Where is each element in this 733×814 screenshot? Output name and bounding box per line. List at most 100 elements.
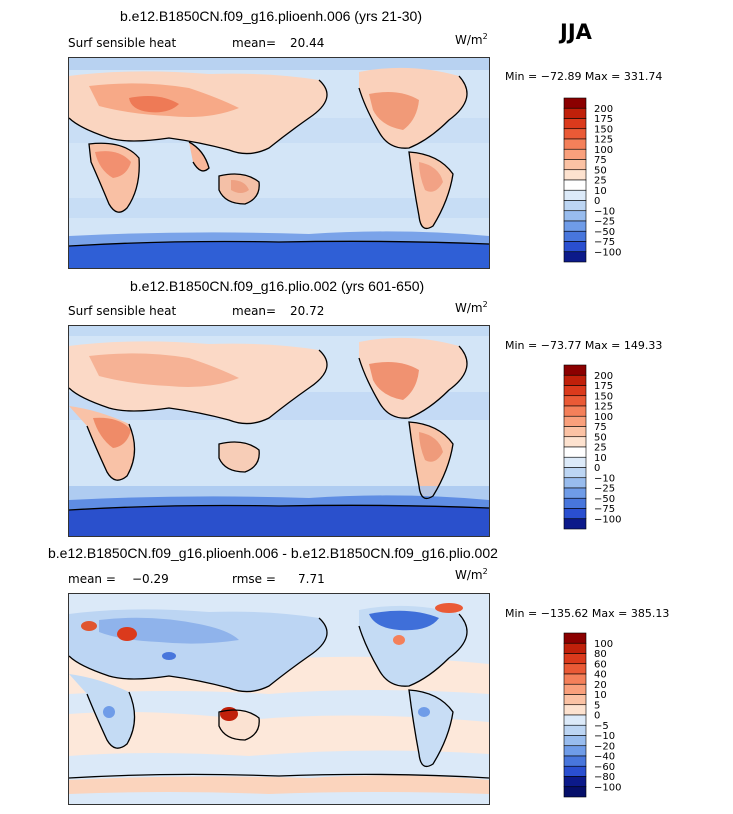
colorbar-swatch bbox=[563, 487, 587, 499]
colorbar-swatch bbox=[563, 518, 587, 530]
colorbar-swatch bbox=[563, 179, 587, 191]
colorbar-tick-label: 10 bbox=[594, 186, 607, 197]
colorbar-tick-label: −60 bbox=[594, 762, 615, 773]
colorbar-swatch bbox=[563, 436, 587, 448]
colorbar-tick-label: 10 bbox=[594, 690, 607, 701]
colorbar-swatch bbox=[563, 632, 587, 644]
colorbar-tick-label: 5 bbox=[594, 700, 600, 711]
panel1-map-field bbox=[69, 58, 489, 268]
panel1-minmax: Min = −72.89 Max = 331.74 bbox=[505, 70, 663, 83]
colorbar-swatch bbox=[563, 200, 587, 212]
colorbar-swatch bbox=[563, 673, 587, 685]
colorbar-tick-label: 150 bbox=[594, 391, 613, 402]
colorbar-tick-label: 80 bbox=[594, 649, 607, 660]
colorbar-tick-label: 20 bbox=[594, 680, 607, 691]
colorbar-swatch bbox=[563, 497, 587, 509]
colorbar-swatch bbox=[563, 405, 587, 417]
colorbar-swatch bbox=[563, 107, 587, 119]
colorbar-swatch bbox=[563, 456, 587, 468]
colorbar-tick-label: 0 bbox=[594, 463, 600, 474]
colorbar-swatch bbox=[563, 169, 587, 181]
colorbar-swatch bbox=[563, 148, 587, 160]
panel3-mean-label: mean = bbox=[68, 572, 116, 586]
colorbar-tick-label: −75 bbox=[594, 237, 615, 248]
colorbar-swatch bbox=[563, 446, 587, 458]
panel3-minmax: Min = −135.62 Max = 385.13 bbox=[505, 607, 670, 620]
colorbar-swatch bbox=[563, 765, 587, 777]
panel3-rmse-label: rmse = bbox=[232, 572, 276, 586]
colorbar-swatch bbox=[563, 138, 587, 150]
colorbar-swatch bbox=[563, 364, 587, 376]
colorbar-swatch bbox=[563, 683, 587, 695]
panel2-colorbar: 200 175 150 125 100 75 50 25 10 0 −10 −25 −50 −75 −100 bbox=[560, 362, 670, 537]
colorbar-swatch bbox=[563, 642, 587, 654]
panel3-title: b.e12.B1850CN.f09_g16.plioenh.006 - b.e1… bbox=[48, 545, 498, 561]
colorbar-tick-label: 100 bbox=[594, 145, 613, 156]
colorbar-tick-label: −50 bbox=[594, 494, 615, 505]
colorbar-tick-label: −40 bbox=[594, 752, 615, 763]
colorbar-tick-label: 60 bbox=[594, 659, 607, 670]
colorbar-swatch bbox=[563, 735, 587, 747]
panel2-minmax: Min = −73.77 Max = 149.33 bbox=[505, 339, 663, 352]
colorbar-tick-label: −100 bbox=[594, 782, 621, 793]
colorbar-tick-label: −25 bbox=[594, 217, 615, 228]
colorbar-tick-label: 150 bbox=[594, 124, 613, 135]
colorbar-tick-label: 50 bbox=[594, 432, 607, 443]
colorbar-swatch bbox=[563, 159, 587, 171]
colorbar-swatch bbox=[563, 251, 587, 263]
panel3-mean-value: −0.29 bbox=[132, 572, 169, 586]
colorbar-tick-label: 200 bbox=[594, 371, 613, 382]
colorbar-swatch bbox=[563, 426, 587, 438]
colorbar-tick-label: 125 bbox=[594, 135, 613, 146]
panel2-map bbox=[68, 325, 490, 537]
panel2-mean-label: mean= bbox=[232, 304, 277, 318]
colorbar-swatch bbox=[563, 724, 587, 736]
colorbar-tick-label: −10 bbox=[594, 206, 615, 217]
colorbar-tick-label: 50 bbox=[594, 165, 607, 176]
panel3-units: W/m2 bbox=[455, 567, 488, 582]
panel1-units: W/m2 bbox=[455, 32, 488, 47]
colorbar-tick-label: −20 bbox=[594, 741, 615, 752]
panel3-map-field bbox=[69, 594, 489, 804]
colorbar-swatch bbox=[563, 776, 587, 788]
colorbar-tick-label: 0 bbox=[594, 711, 600, 722]
panel2-map-field bbox=[69, 326, 489, 536]
panel1-variable-label: Surf sensible heat bbox=[68, 36, 177, 50]
colorbar-swatch bbox=[563, 189, 587, 201]
colorbar-tick-label: 40 bbox=[594, 670, 607, 681]
colorbar-tick-label: −100 bbox=[594, 247, 621, 258]
colorbar-swatch bbox=[563, 745, 587, 757]
panel1-title: b.e12.B1850CN.f09_g16.plioenh.006 (yrs 2… bbox=[120, 8, 422, 24]
panel2-title: b.e12.B1850CN.f09_g16.plio.002 (yrs 601-… bbox=[130, 278, 425, 294]
panel2-mean-value: 20.72 bbox=[290, 304, 325, 318]
colorbar-swatch bbox=[563, 508, 587, 520]
colorbar-tick-label: 25 bbox=[594, 176, 607, 187]
colorbar-swatch bbox=[563, 694, 587, 706]
colorbar-tick-label: 10 bbox=[594, 453, 607, 464]
colorbar-tick-label: −10 bbox=[594, 473, 615, 484]
colorbar-tick-label: 125 bbox=[594, 402, 613, 413]
colorbar-swatch bbox=[563, 467, 587, 479]
panel1-colorbar: 200 175 150 125 100 75 50 25 10 0 −10 −25 −50 −75 −100 bbox=[560, 95, 670, 270]
colorbar-swatch bbox=[563, 415, 587, 427]
colorbar-swatch bbox=[563, 220, 587, 232]
colorbar-swatch bbox=[563, 663, 587, 675]
colorbar-swatch bbox=[563, 653, 587, 665]
colorbar-swatch bbox=[563, 241, 587, 253]
colorbar-swatch bbox=[563, 230, 587, 242]
colorbar-tick-label: −75 bbox=[594, 504, 615, 515]
panel3-rmse-value: 7.71 bbox=[298, 572, 325, 586]
colorbar-swatch bbox=[563, 128, 587, 140]
colorbar-swatch bbox=[563, 714, 587, 726]
colorbar-swatch bbox=[563, 97, 587, 109]
panel2-variable-label: Surf sensible heat bbox=[68, 304, 177, 318]
colorbar-tick-label: 25 bbox=[594, 443, 607, 454]
colorbar-tick-label: −50 bbox=[594, 227, 615, 238]
colorbar-tick-label: −10 bbox=[594, 731, 615, 742]
colorbar-tick-label: 75 bbox=[594, 422, 607, 433]
colorbar-swatch bbox=[563, 786, 587, 798]
panel1-map bbox=[68, 57, 490, 269]
panel2-units: W/m2 bbox=[455, 300, 488, 315]
